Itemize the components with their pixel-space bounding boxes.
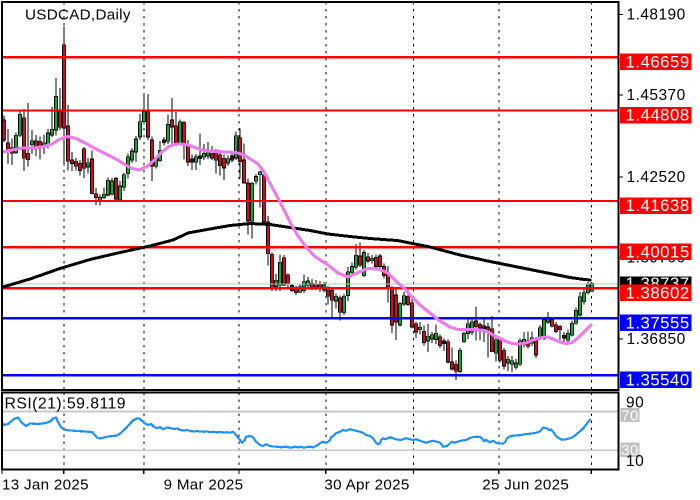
svg-text:30 Apr 2025: 30 Apr 2025 [324,477,409,494]
svg-text:10: 10 [626,453,644,470]
svg-text:1.38602: 1.38602 [626,283,690,302]
svg-text:1.40015: 1.40015 [626,243,690,262]
svg-text:1.44808: 1.44808 [626,106,690,125]
svg-text:1.48190: 1.48190 [627,6,686,23]
svg-text:1.42520: 1.42520 [627,169,686,186]
svg-text:1.36850: 1.36850 [627,331,686,348]
svg-text:1.45370: 1.45370 [627,87,686,104]
svg-text:1.37555: 1.37555 [626,313,690,332]
svg-text:1.35540: 1.35540 [626,370,690,389]
svg-text:1.46659: 1.46659 [626,53,690,72]
svg-text:RSI(21) 59.8119: RSI(21) 59.8119 [5,396,127,413]
svg-text:30: 30 [621,442,639,459]
svg-text:1.38737: 1.38737 [626,274,690,293]
svg-text:25 Jun 2025: 25 Jun 2025 [482,477,569,494]
svg-text:70: 70 [621,407,639,424]
svg-text:USDCAD,Daily: USDCAD,Daily [25,6,131,23]
svg-text:9 Mar 2025: 9 Mar 2025 [164,477,244,494]
svg-text:90: 90 [626,394,644,411]
svg-text:13 Jan 2025: 13 Jan 2025 [2,477,89,494]
svg-text:1.41638: 1.41638 [626,196,690,215]
